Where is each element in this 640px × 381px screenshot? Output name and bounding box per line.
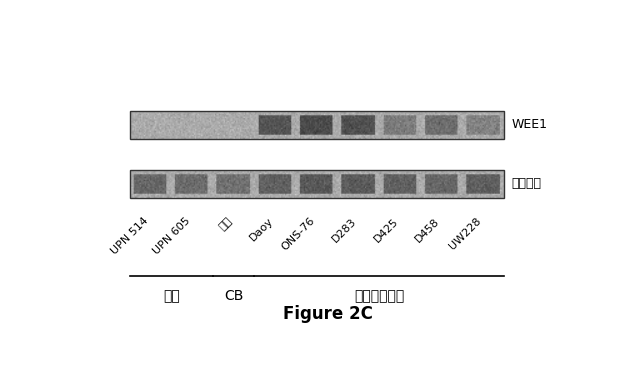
- Text: 正常: 正常: [163, 289, 180, 303]
- Text: D458: D458: [413, 216, 442, 244]
- Text: Figure 2C: Figure 2C: [283, 305, 373, 323]
- Text: D425: D425: [372, 216, 400, 244]
- Text: CB: CB: [224, 289, 243, 303]
- Text: ONS-76: ONS-76: [280, 216, 317, 253]
- Text: UPN 605: UPN 605: [151, 216, 192, 257]
- Text: UPN 514: UPN 514: [109, 216, 150, 257]
- Text: アクチン: アクチン: [511, 177, 541, 190]
- Text: WEE1: WEE1: [511, 118, 548, 131]
- Bar: [129, 170, 504, 197]
- Text: Daoy: Daoy: [248, 216, 275, 243]
- Text: UW228: UW228: [447, 216, 483, 251]
- Text: 髓芽腫細胞株: 髓芽腫細胞株: [354, 289, 404, 303]
- Text: 成人: 成人: [217, 216, 234, 232]
- Bar: [129, 111, 504, 139]
- Text: D283: D283: [330, 216, 358, 244]
